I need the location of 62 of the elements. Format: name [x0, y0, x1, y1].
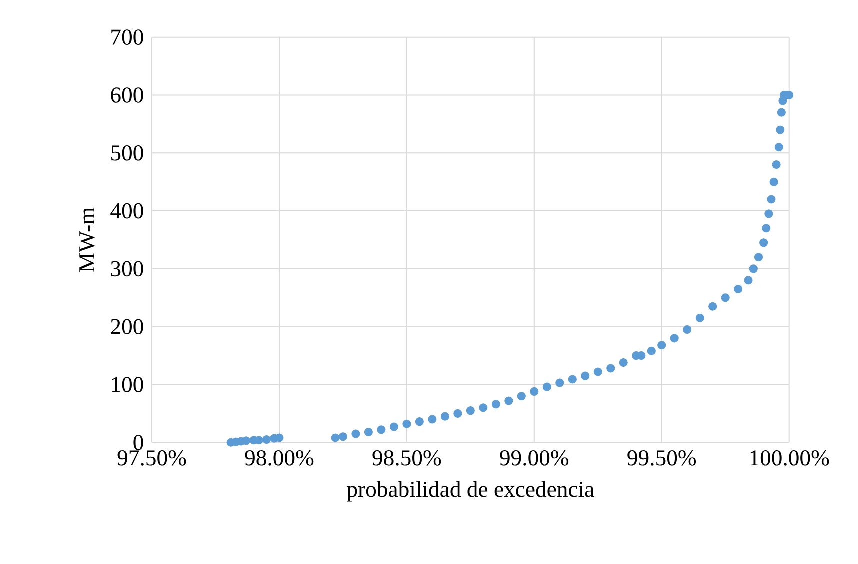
point: [479, 404, 488, 412]
point: [776, 126, 785, 134]
point: [670, 334, 679, 343]
x-tick-label: 99.50%: [628, 450, 696, 466]
point: [708, 302, 718, 311]
x-tick-label: 100.00%: [750, 450, 830, 466]
point: [568, 375, 577, 384]
point: [749, 264, 758, 274]
point: [721, 294, 730, 302]
point: [352, 430, 360, 438]
y-tick-label: 700: [112, 30, 144, 45]
point: [647, 346, 656, 356]
point: [454, 409, 462, 418]
point: [262, 435, 271, 444]
point: [683, 325, 692, 334]
point: [530, 387, 539, 396]
y-tick-label: 100: [112, 377, 144, 392]
point: [606, 364, 616, 373]
point: [770, 178, 778, 186]
y-tick-label: 200: [111, 319, 144, 335]
point: [242, 436, 251, 446]
point: [619, 358, 628, 368]
point: [581, 372, 590, 380]
point: [762, 224, 771, 233]
y-tick-label: 400: [110, 203, 144, 219]
point: [734, 284, 743, 294]
point: [415, 418, 424, 426]
y-axis-title: MW-m: [80, 208, 95, 272]
point: [777, 108, 786, 117]
x-tick-label: 99.00%: [500, 450, 569, 466]
point: [542, 382, 552, 392]
point: [556, 378, 564, 388]
point: [390, 422, 398, 432]
point: [402, 420, 412, 428]
point: [466, 406, 475, 416]
point: [774, 143, 784, 152]
point: [767, 195, 776, 204]
point: [754, 253, 764, 262]
x-tick-label: 97.50%: [118, 450, 186, 466]
x-tick-label: 98.50%: [372, 450, 442, 466]
point: [440, 412, 450, 421]
point: [517, 392, 526, 401]
y-tick-label: 600: [111, 88, 144, 103]
point: [492, 400, 500, 409]
y-tick-label: 0: [134, 435, 144, 450]
point: [428, 415, 437, 424]
y-tick-label: 300: [111, 261, 144, 277]
point: [760, 238, 768, 248]
point: [764, 210, 774, 218]
y-tick-label: 500: [112, 145, 144, 161]
x-axis-title: probabilidad de excedencia: [347, 481, 594, 502]
point: [696, 314, 704, 322]
point: [364, 428, 373, 436]
point: [744, 276, 753, 285]
x-tick-label: 98.00%: [245, 450, 314, 466]
point: [594, 368, 602, 376]
point: [377, 426, 386, 434]
point: [658, 341, 666, 350]
point: [338, 432, 348, 442]
point: [504, 396, 514, 406]
point: [772, 160, 781, 169]
point: [331, 434, 340, 442]
